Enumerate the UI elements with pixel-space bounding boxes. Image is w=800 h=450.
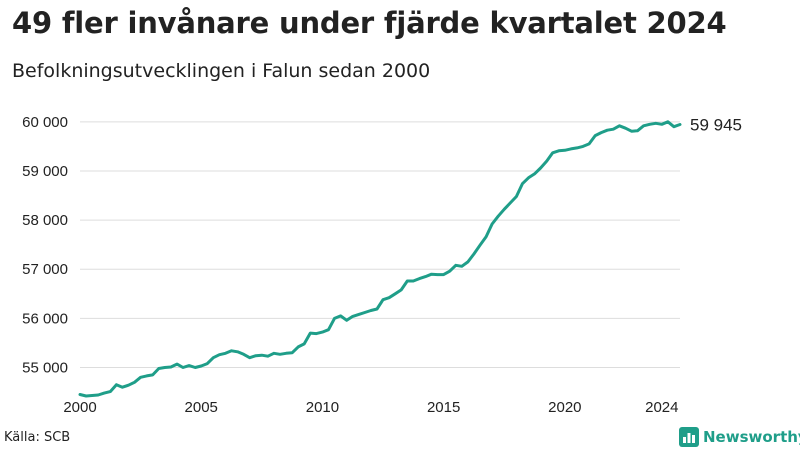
y-axis-tick-labels: 55 000 56 000 57 000 58 000 59 000 60 000 bbox=[22, 114, 68, 377]
series-layer bbox=[78, 120, 682, 398]
end-value-label: 59 945 bbox=[690, 116, 742, 135]
chart-subtitle: Befolkningsutvecklingen i Falun sedan 20… bbox=[12, 60, 431, 82]
y-tick-label: 58 000 bbox=[22, 212, 68, 229]
y-tick-label: 59 000 bbox=[22, 163, 68, 180]
x-tick-label: 2024 bbox=[645, 399, 678, 416]
x-tick-label: 2020 bbox=[548, 399, 581, 416]
y-tick-label: 60 000 bbox=[22, 114, 68, 131]
x-tick-label: 2000 bbox=[63, 399, 96, 416]
y-tick-label: 56 000 bbox=[22, 310, 68, 327]
y-tick-label: 55 000 bbox=[22, 360, 68, 377]
x-tick-label: 2010 bbox=[306, 399, 339, 416]
series-line bbox=[78, 120, 682, 398]
x-tick-label: 2015 bbox=[427, 399, 460, 416]
brand-logo: Newsworthy bbox=[679, 426, 800, 448]
brand-name: Newsworthy bbox=[703, 428, 800, 446]
x-tick-label: 2005 bbox=[185, 399, 218, 416]
source-note: Källa: SCB bbox=[4, 430, 71, 445]
bar-chart-logo-icon bbox=[679, 427, 699, 447]
chart-title: 49 fler invånare under fjärde kvartalet … bbox=[12, 6, 727, 40]
grid-lines bbox=[80, 121, 680, 369]
y-tick-label: 57 000 bbox=[22, 261, 68, 278]
x-axis-tick-labels: 2000 2005 2010 2015 2020 2024 bbox=[63, 399, 678, 416]
